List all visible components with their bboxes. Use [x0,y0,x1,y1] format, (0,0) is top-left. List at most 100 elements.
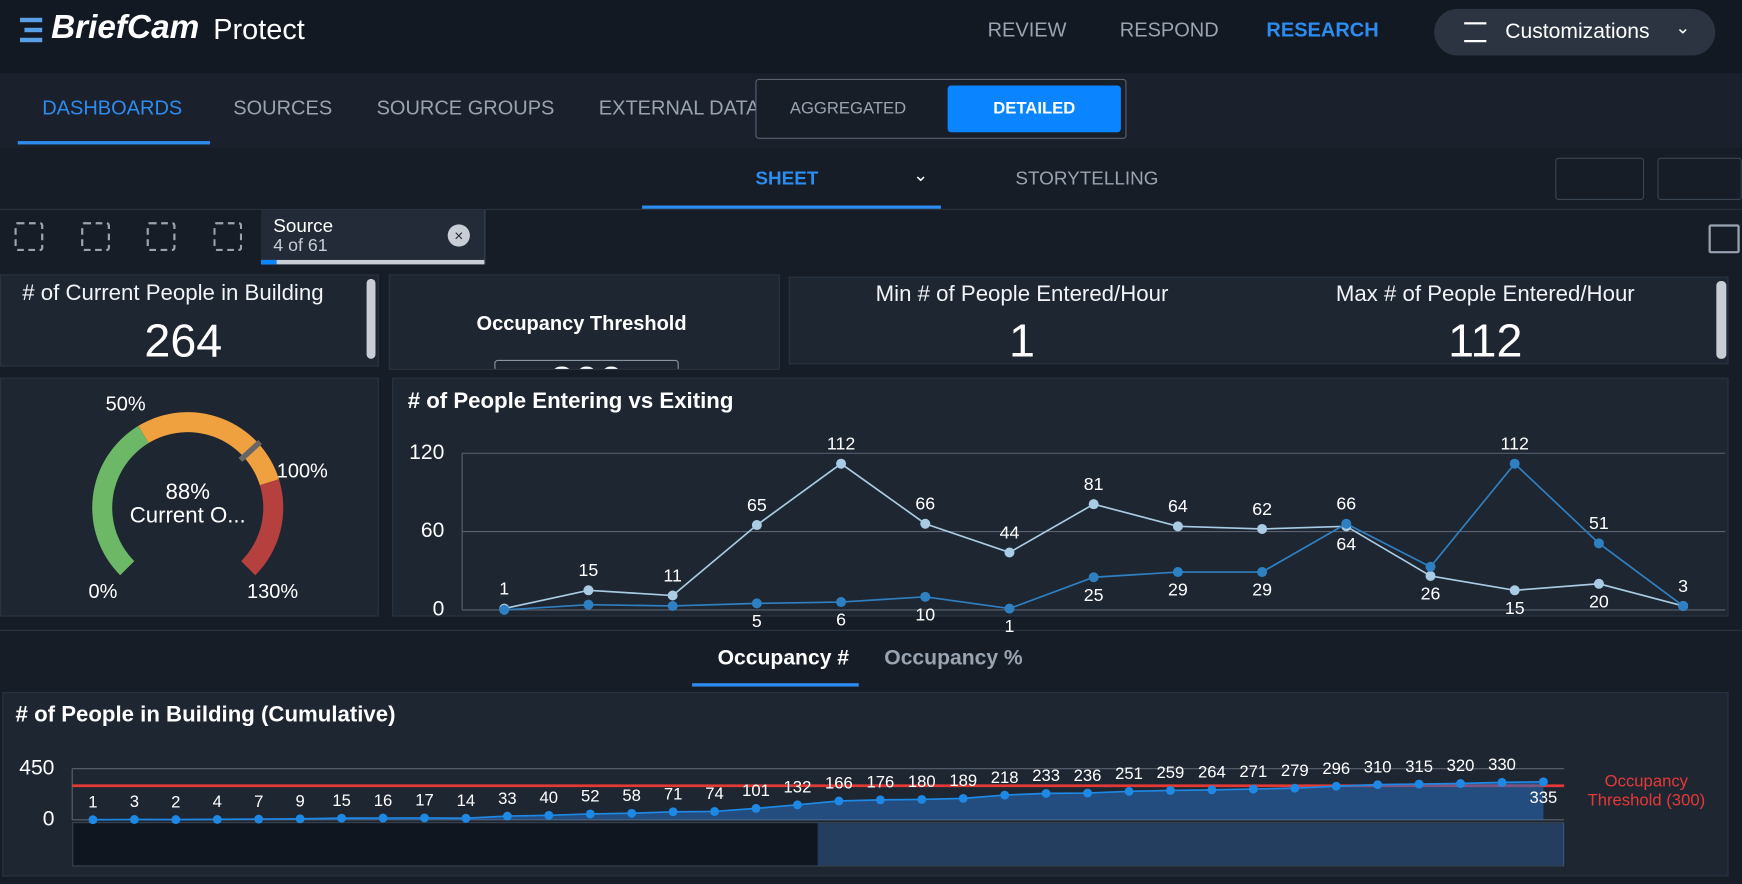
data-label: 71 [664,785,683,804]
sheet-tab[interactable]: SHEET [755,167,819,189]
data-label: 15 [579,560,599,580]
tab[interactable]: EXTERNAL DATA [598,96,760,119]
gauge-band [138,412,279,486]
toggle-option[interactable]: AGGREGATED [789,98,907,118]
data-label: 233 [1032,766,1060,785]
data-label: 320 [1447,756,1475,775]
data-label: 279 [1281,761,1309,780]
data-point [667,600,678,611]
data-label: 251 [1115,764,1143,783]
scrollbar[interactable] [366,278,376,359]
zoom-icon[interactable] [14,222,44,252]
back-icon[interactable] [81,222,110,252]
kpi-value: 112 [1448,314,1523,367]
kpi-title: # of Current People in Building [22,281,324,306]
divider [0,629,1742,631]
data-label: 20 [1589,591,1609,611]
data-label: 271 [1239,762,1267,781]
chevron[interactable]: ⌄ [913,166,929,186]
data-point [1172,521,1183,532]
data-point [1088,499,1099,510]
forward-icon[interactable] [146,222,176,252]
nav-link[interactable]: REVIEW [987,18,1067,42]
data-point [1593,538,1604,549]
bookmark-button[interactable] [1555,157,1645,200]
data-label: 66 [1336,494,1356,514]
threshold-label: Occupancy Threshold (300) [1587,772,1706,810]
data-label: 29 [1252,580,1272,600]
filter-close[interactable]: × [447,224,470,247]
data-point [1678,600,1689,611]
area [92,781,1544,820]
layout-icon[interactable] [1708,224,1740,254]
tab[interactable]: DASHBOARDS [42,96,183,119]
data-point [793,800,802,810]
brand[interactable]: BriefCam [51,8,200,46]
kpi-title: Max # of People Entered/Hour [1335,282,1635,307]
device-button[interactable] [1657,157,1742,200]
nav-link[interactable]: RESPOND [1119,18,1219,42]
data-point [499,604,510,615]
kpi-panel: Occupancy Threshold 300 [388,274,780,370]
toggle-option[interactable]: DETAILED [993,98,1076,118]
data-point [667,590,678,601]
gauge-value: 88% [166,479,210,504]
sheet-tab[interactable]: STORYTELLING [1015,167,1159,189]
data-point [627,808,637,818]
gauge-tick-label: 0% [88,581,117,603]
data-point [1593,578,1604,589]
sliders-icon [1464,22,1487,43]
occupancy-tab[interactable]: Occupancy # [717,646,850,670]
data-point [129,815,139,824]
data-label: 335 [1530,788,1558,807]
data-point [337,813,347,823]
data-point [1257,567,1268,578]
data-label: 66 [915,494,935,514]
nav-link[interactable]: RESEARCH [1266,18,1379,42]
data-label: 101 [742,781,770,800]
data-label: 15 [332,791,351,810]
data-label: 3 [1678,576,1688,596]
data-label: 189 [949,771,977,790]
data-label: 7 [254,792,263,811]
data-label: 176 [866,773,894,792]
data-point [1004,547,1015,558]
range-selection[interactable] [817,823,1565,866]
gauge-caption: Current O... [130,502,246,527]
data-point [1456,779,1465,788]
customizations-button[interactable] [1434,8,1716,56]
scrollbar[interactable] [1716,281,1727,359]
filter-bar [261,259,485,265]
tab[interactable]: SOURCES [233,96,333,119]
data-label: 64 [1168,496,1188,516]
y-tick-label: 0 [433,597,445,620]
data-point [917,794,927,804]
gauge-needle [238,439,262,462]
occupancy-tab[interactable]: Occupancy % [884,646,1023,670]
kpi-panel [788,276,1729,365]
data-label: 4 [213,792,222,811]
data-point [751,520,762,531]
data-label: 62 [1252,499,1272,519]
kpi-title: Min # of People Entered/Hour [875,282,1169,307]
data-point [1172,567,1183,578]
data-point [1425,570,1436,581]
chevron: ⌄ [1675,18,1691,38]
toggle-active[interactable] [947,85,1121,133]
data-label: 1 [1005,616,1015,636]
data-point [1000,790,1010,800]
data-label: 51 [1589,513,1609,533]
data-label: 180 [908,772,936,791]
clear-icon[interactable] [213,222,243,252]
data-point [1290,783,1300,793]
tab[interactable]: SOURCE GROUPS [376,96,555,119]
data-label: 52 [581,787,600,806]
data-label: 315 [1405,757,1433,776]
data-point [836,597,847,608]
customizations-label[interactable]: Customizations [1505,19,1650,44]
range-navigator[interactable] [72,822,1565,867]
data-point [502,811,512,821]
data-point [420,813,429,823]
data-point [1341,518,1352,529]
